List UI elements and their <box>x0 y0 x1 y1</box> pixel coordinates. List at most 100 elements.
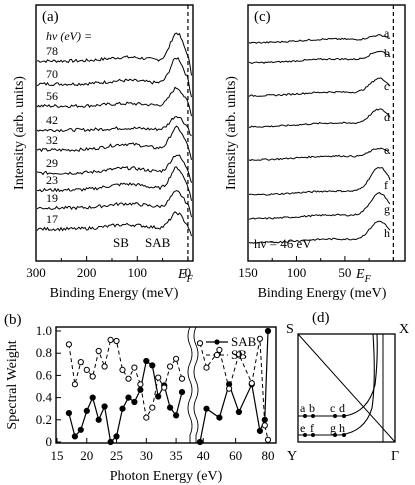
panel-a-spectrum-curve <box>36 116 192 137</box>
panel-b-frame <box>55 326 277 444</box>
series-sab-point <box>155 393 162 400</box>
series-sb-point <box>119 366 126 373</box>
series-sb-point <box>173 355 180 362</box>
zone-diagonal <box>297 333 396 443</box>
axis-break-mark <box>193 326 199 443</box>
series-sab-point <box>101 403 108 410</box>
series-sb-point <box>167 363 174 370</box>
panel-a-frame <box>35 4 194 262</box>
panel-c-series-label: a <box>384 26 390 40</box>
panel-a-series-label: 19 <box>46 191 58 205</box>
series-sab-point <box>196 438 204 446</box>
panel-a-spectrum-curve <box>36 190 192 218</box>
series-sb-point <box>101 363 108 370</box>
panel-c-x-tick-label: 50 <box>338 265 351 280</box>
series-sab-point <box>71 433 79 440</box>
panel-a-spectrum-curve <box>36 125 192 161</box>
series-sab-point <box>95 416 102 423</box>
panel-c-series-label: e <box>384 143 389 157</box>
series-sab-line <box>68 359 183 444</box>
legend-sab-label: SAB <box>231 334 257 349</box>
panel-a-series-label: 17 <box>46 212 58 226</box>
series-sab-point <box>83 407 90 414</box>
series-sb-point <box>256 335 263 342</box>
panel-b-label: (b) <box>4 312 22 328</box>
panel-c-spectrum-curve <box>248 77 391 97</box>
panel-b-x-tick-label: 35 <box>170 448 183 463</box>
panel-c-photon-energy-annotation: hν = 46 eV <box>254 236 312 251</box>
corner-label-s: S <box>286 322 294 337</box>
panel-a-spectrum-curve <box>36 32 192 76</box>
panel-c-spectrum-curve <box>248 147 391 162</box>
panel-a-spectrum-curve <box>36 154 192 183</box>
panel-b-x-axis-label: Photon Energy (eV) <box>110 469 223 484</box>
panel-a-series-label: 78 <box>46 44 58 58</box>
legend-sb-label: SB <box>231 347 247 362</box>
point-label-d: d <box>339 401 345 415</box>
legend-sab-marker <box>214 339 220 345</box>
panel-b-y-tick-label: 0.8 <box>36 345 52 360</box>
series-sb-point <box>89 373 96 380</box>
panel-c-y-axis-label: Intensity (arb. units) <box>224 76 239 190</box>
series-sb-point <box>137 381 144 388</box>
panel-c-spectra: (c) ab c d e fgh hν = 46 eV 150 100 50 EF Inte… <box>224 4 406 301</box>
series-sb-point <box>113 337 120 345</box>
panel-c-x-tick-label: 100 <box>287 265 307 280</box>
series-sb-point <box>107 336 114 343</box>
cut-point-a <box>303 414 307 418</box>
series-sab-point <box>125 394 132 401</box>
series-sb-point <box>216 346 223 353</box>
series-sab-point <box>235 408 242 416</box>
series-sb-point <box>161 384 168 391</box>
panel-c-x-tick-label: 150 <box>238 265 258 280</box>
panel-c-series-label: g <box>384 202 390 216</box>
series-sab-point <box>131 398 138 406</box>
panel-a-x-axis-label: Binding Energy (meV) <box>50 286 179 301</box>
series-sb-point <box>203 364 210 371</box>
panel-b-spectral-weight: (b) 15 20 25 30 35 40 60 80 0 0.2 0.4 0.6 0.8 1.0 SAB… <box>4 312 277 484</box>
series-sab-point <box>256 427 263 434</box>
axis-break-mark <box>187 326 193 443</box>
fermi-surface-lower <box>298 333 375 436</box>
panel-a-series-label: 42 <box>46 113 58 127</box>
series-sab-point <box>264 327 272 335</box>
series-sb-point <box>131 364 138 371</box>
panel-a-spectrum-curve <box>36 86 192 117</box>
series-sb-point <box>248 380 255 387</box>
series-sb-point <box>83 366 90 373</box>
series-sb-point <box>226 385 233 392</box>
panel-b-x-tick-label: 15 <box>51 448 64 463</box>
series-sab-point <box>77 426 84 433</box>
cut-point-g <box>333 433 337 437</box>
series-sab-point <box>89 394 96 401</box>
panel-a-series-label: 56 <box>46 89 58 103</box>
cut-point-b <box>311 414 315 418</box>
series-sb-point <box>143 414 150 421</box>
series-sab-point <box>113 433 120 440</box>
series-sab-point <box>65 410 73 417</box>
cut-points-lower <box>303 433 346 437</box>
series-sb-point <box>149 404 156 411</box>
panel-d-brillouin-zone: (d) a b c d e f g h S X Y Γ <box>286 310 409 464</box>
panel-b-y-tick-label: 1.0 <box>36 323 52 338</box>
series-sb-point <box>71 381 79 388</box>
panel-a-fermi-label: EF <box>177 267 194 285</box>
point-label-c: c <box>330 401 335 415</box>
corner-label-x: X <box>399 322 409 337</box>
series-sab-point <box>167 404 174 411</box>
panel-a-hv-label: hν (eV) = <box>46 29 92 43</box>
panel-c-x-axis-label: Binding Energy (meV) <box>258 286 387 301</box>
legend-sb-marker <box>213 351 221 359</box>
fermi-surface-upper <box>298 333 378 417</box>
series-sab-point <box>119 405 126 412</box>
panel-a-series-label: 23 <box>46 173 58 187</box>
cut-point-c <box>333 414 337 418</box>
corner-label-gamma: Γ <box>391 449 399 464</box>
cut-point-h <box>342 433 346 437</box>
series-sab-point <box>107 438 114 446</box>
panel-a-x-tick-label: 300 <box>26 265 46 280</box>
panel-a-spectrum-curve <box>36 166 192 201</box>
point-label-g: g <box>330 421 336 435</box>
point-label-a: a <box>300 401 306 415</box>
